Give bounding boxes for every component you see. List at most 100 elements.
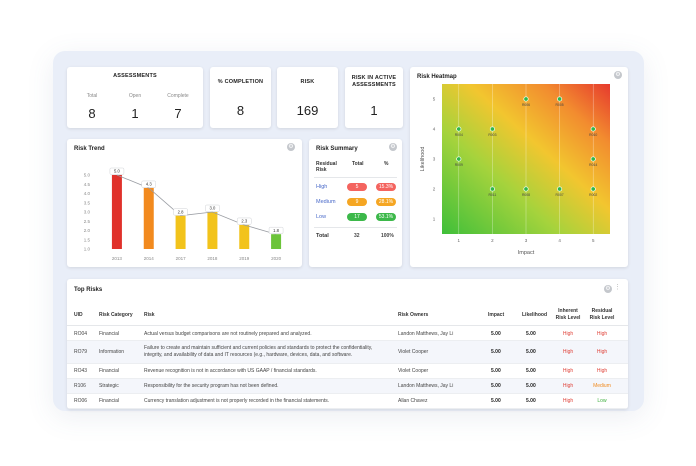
cell-risk-category: Financial <box>99 398 120 404</box>
assessments-card[interactable]: ASSESSMENTS Total 8 Open 1 Complete 7 <box>67 67 203 128</box>
summary-row-label: Low <box>316 214 327 220</box>
heatmap-point-label: R007 <box>556 193 564 197</box>
x-tick-label: 5 <box>592 238 595 243</box>
top-risks-title: Top Risks <box>74 287 103 293</box>
trend-bar[interactable] <box>175 215 186 249</box>
cell-risk-owners: Landon Matthews, Jay Li <box>398 330 454 337</box>
risk-heatmap-gear-icon[interactable]: ⚙ <box>614 71 622 79</box>
completion-value: 8 <box>236 103 245 118</box>
table-row[interactable]: R106 Strategic Landon Matthews, Jay Li 5.00… <box>67 379 628 394</box>
summary-col-residual: Residual Risk <box>316 161 337 173</box>
assessments-complete-value: 7 <box>174 106 182 121</box>
trend-bar[interactable] <box>207 212 218 249</box>
col-impact[interactable]: Impact <box>488 312 505 318</box>
heatmap-point[interactable] <box>523 96 529 102</box>
data-label-box <box>237 217 252 225</box>
heatmap-point-label: R011 <box>488 193 496 197</box>
summary-col-residual-line2: Risk <box>316 167 327 173</box>
risk-trend-chart: 5.0 4.5 4.0 3.5 3.0 2.5 2.0 1.5 1.0 2013 2014 2017 2… <box>84 167 284 261</box>
col-inherent-risk-level[interactable]: Inherent Risk Level <box>551 308 585 322</box>
more-options-icon[interactable]: ⋮ <box>614 284 621 291</box>
top-risks-gear-icon[interactable]: ⚙ <box>604 285 612 293</box>
cell-uid: RO06 <box>74 398 88 404</box>
y-tick-label: 1 <box>433 217 436 222</box>
summary-row-label: High <box>316 184 328 190</box>
trend-bar[interactable] <box>271 234 282 249</box>
heatmap-point[interactable] <box>590 186 596 192</box>
assessments-open: Open 1 <box>110 93 160 121</box>
cell-residual-risk-level: High <box>596 349 608 355</box>
x-tick-label: 3 <box>525 238 528 243</box>
cell-residual-risk-level: Low <box>597 398 607 404</box>
cell-residual-risk-level: Medium <box>593 383 611 389</box>
y-tick-label: 2.0 <box>84 228 91 233</box>
risk-heatmap-card: Risk Heatmap ⚙ 1 2 3 4 5 1 2 3 4 5 Impact Likelihoo… <box>410 67 628 267</box>
col-risk-category[interactable]: Risk Category <box>99 312 133 318</box>
summary-row-medium: Medium 9 28.1% <box>309 196 402 210</box>
data-label-box <box>109 167 125 175</box>
cell-risk: Currency translation adjustment is not p… <box>144 398 394 405</box>
heatmap-point[interactable] <box>557 96 563 102</box>
trend-bar[interactable] <box>239 224 250 249</box>
completion-card[interactable]: % COMPLETION 8 <box>210 67 271 128</box>
cell-risk-category: Financial <box>99 368 120 374</box>
cell-impact: 5.00 <box>491 368 501 374</box>
cell-risk-line: Actual versus budget comparisons are not… <box>144 330 312 337</box>
data-label: 4.3 <box>146 182 152 187</box>
heatmap-point[interactable] <box>489 126 495 132</box>
risk-active-card[interactable]: RISK IN ACTIVE ASSESSMENTS 1 <box>345 67 403 128</box>
summary-row-total: Total 32 100% <box>309 230 402 244</box>
summary-total-value: 32 <box>354 233 360 239</box>
cell-risk-category: Strategic <box>99 383 119 389</box>
risk-trend-card: Risk Trend ⚙ 5.0 4.5 4.0 3.5 3.0 2.5 2.0 1.5 1.0… <box>67 139 302 267</box>
x-tick-label: 2 <box>491 238 494 243</box>
summary-col-total: Total <box>352 161 364 167</box>
heatmap-point[interactable] <box>456 126 462 132</box>
summary-total-pill: 9 <box>347 198 367 206</box>
heatmap-point-label: R006 <box>522 103 530 107</box>
risk-card[interactable]: RISK 169 <box>277 67 338 128</box>
risk-summary-gear-icon[interactable]: ⚙ <box>389 143 397 151</box>
heatmap-point-label: R005 <box>556 103 564 107</box>
heatmap-point[interactable] <box>523 186 529 192</box>
table-row[interactable]: RO43 Financial Violet Cooper 5.00 5.00 Revenu… <box>67 364 628 379</box>
risk-trend-gear-icon[interactable]: ⚙ <box>287 143 295 151</box>
heatmap-point[interactable] <box>557 186 563 192</box>
col-uid[interactable]: UID <box>74 312 83 318</box>
data-label: 2.3 <box>241 219 247 224</box>
cell-risk-line: Responsibility for the security program … <box>144 383 279 389</box>
x-tick-label: 2020 <box>271 256 282 261</box>
heatmap-point[interactable] <box>590 156 596 162</box>
col-risk[interactable]: Risk <box>144 312 155 318</box>
table-row[interactable]: RO04 Financial Landon Matthews, Jay Li 5.00… <box>67 327 628 341</box>
cell-uid: RO04 <box>74 330 88 337</box>
cell-likelihood: 5.00 <box>526 349 536 355</box>
heatmap-point[interactable] <box>456 156 462 162</box>
y-tick-label: 1.0 <box>84 247 91 252</box>
heatmap-point[interactable] <box>489 186 495 192</box>
cell-inherent-risk-level: High <box>562 349 574 355</box>
col-likelihood[interactable]: Likelihood <box>522 312 547 318</box>
trend-bar[interactable] <box>143 187 154 249</box>
cell-risk-line: integrity, and availability of data and … <box>144 352 353 358</box>
assessments-title: ASSESSMENTS <box>113 73 157 79</box>
table-row[interactable]: RO79 Information Violet Cooper 5.00 5.00 Fail… <box>67 341 628 364</box>
heatmap-point-label: R009 <box>455 163 463 167</box>
table-row[interactable]: RO06 Financial Allan Chavez 5.00 5.00 Currenc… <box>67 394 628 409</box>
summary-row-label: Medium <box>316 199 336 205</box>
heatmap-point[interactable] <box>590 126 596 132</box>
summary-pct-pill: 15.3% <box>376 183 396 191</box>
cell-risk-category: Information <box>99 349 125 355</box>
col-risk-owners[interactable]: Risk Owners <box>398 312 429 318</box>
trend-bar[interactable] <box>111 175 122 249</box>
heatmap-point-label: R003 <box>488 133 496 137</box>
col-inherent-line2: Risk Level <box>555 315 581 321</box>
col-residual-risk-level[interactable]: Residual Risk Level <box>585 308 619 322</box>
x-axis-label: Impact <box>518 250 535 256</box>
data-label-box <box>141 180 156 188</box>
assessments-open-label: Open <box>128 93 142 99</box>
cell-inherent-risk-level: High <box>562 383 574 389</box>
summary-total-label: Total <box>316 233 329 239</box>
cell-inherent-risk-level: High <box>562 330 574 337</box>
cell-likelihood: 5.00 <box>526 398 536 404</box>
